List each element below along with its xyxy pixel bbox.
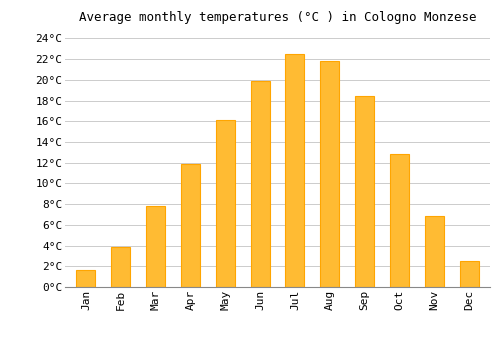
Bar <box>76 271 96 287</box>
Bar <box>146 206 165 287</box>
Bar <box>390 154 409 287</box>
Bar <box>424 216 444 287</box>
Title: Average monthly temperatures (°C ) in Cologno Monzese: Average monthly temperatures (°C ) in Co… <box>79 11 476 24</box>
Bar <box>181 164 200 287</box>
Bar <box>355 96 374 287</box>
Bar <box>320 61 340 287</box>
Bar <box>216 120 235 287</box>
Bar <box>286 54 304 287</box>
Bar <box>111 247 130 287</box>
Bar <box>460 261 478 287</box>
Bar <box>250 81 270 287</box>
